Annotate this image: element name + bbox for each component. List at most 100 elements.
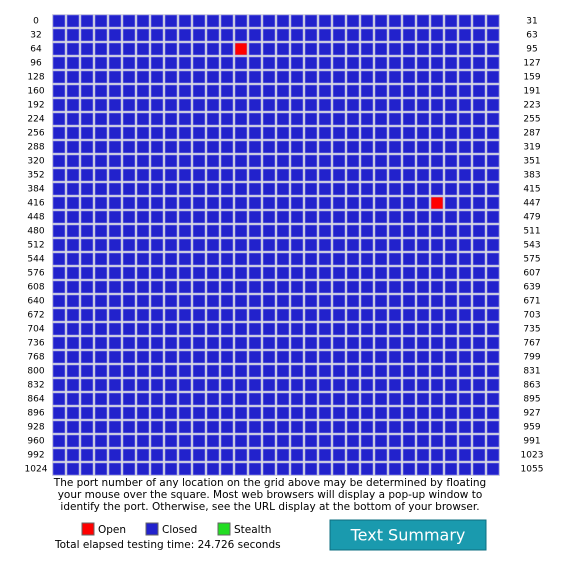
port-closed: [388, 420, 402, 434]
port-closed: [80, 168, 94, 182]
port-closed: [234, 84, 248, 98]
port-closed: [346, 84, 360, 98]
port-closed: [164, 266, 178, 280]
port-closed: [276, 210, 290, 224]
port-closed: [52, 98, 66, 112]
port-closed: [290, 266, 304, 280]
port-closed: [360, 56, 374, 70]
port-closed: [318, 252, 332, 266]
port-closed: [248, 168, 262, 182]
port-closed: [122, 140, 136, 154]
port-closed: [178, 126, 192, 140]
port-closed: [108, 112, 122, 126]
port-closed: [262, 350, 276, 364]
port-closed: [388, 84, 402, 98]
port-closed: [318, 364, 332, 378]
port-closed: [472, 84, 486, 98]
port-closed: [220, 14, 234, 28]
port-closed: [108, 42, 122, 56]
port-closed: [94, 182, 108, 196]
port-closed: [108, 336, 122, 350]
port-closed: [122, 266, 136, 280]
port-closed: [52, 56, 66, 70]
port-closed: [402, 196, 416, 210]
port-closed: [374, 448, 388, 462]
port-closed: [472, 140, 486, 154]
port-closed: [108, 154, 122, 168]
port-closed: [346, 56, 360, 70]
port-closed: [248, 308, 262, 322]
button-label[interactable]: Text Summary: [350, 526, 466, 545]
port-closed: [108, 224, 122, 238]
port-closed: [192, 70, 206, 84]
legend-label: Open: [98, 524, 126, 536]
row-start-label: 832: [27, 381, 44, 391]
port-closed: [276, 112, 290, 126]
text-summary-button[interactable]: Text Summary: [329, 519, 487, 551]
port-closed: [178, 280, 192, 294]
port-closed: [108, 420, 122, 434]
port-closed: [206, 168, 220, 182]
port-closed: [262, 98, 276, 112]
port-closed: [136, 140, 150, 154]
port-closed: [276, 126, 290, 140]
port-closed: [290, 154, 304, 168]
port-closed: [80, 70, 94, 84]
port-closed: [262, 14, 276, 28]
port-closed: [332, 98, 346, 112]
port-closed: [318, 168, 332, 182]
port-closed: [388, 308, 402, 322]
port-closed: [108, 392, 122, 406]
port-closed: [402, 140, 416, 154]
port-closed: [444, 434, 458, 448]
port-closed: [248, 294, 262, 308]
port-closed: [80, 364, 94, 378]
port-closed: [206, 238, 220, 252]
port-closed: [164, 294, 178, 308]
elapsed-time: Total elapsed testing time: 24.726 secon…: [54, 539, 281, 551]
port-closed: [332, 294, 346, 308]
port-closed: [276, 448, 290, 462]
port-closed: [136, 406, 150, 420]
port-closed: [248, 322, 262, 336]
port-closed: [122, 280, 136, 294]
port-closed: [206, 196, 220, 210]
port-closed: [430, 322, 444, 336]
port-closed: [346, 322, 360, 336]
port-closed: [164, 392, 178, 406]
port-closed: [486, 140, 500, 154]
port-closed: [94, 112, 108, 126]
port-closed: [304, 308, 318, 322]
port-closed: [206, 448, 220, 462]
port-closed: [486, 56, 500, 70]
port-closed: [360, 98, 374, 112]
port-closed: [402, 350, 416, 364]
port-closed: [94, 238, 108, 252]
port-closed: [80, 336, 94, 350]
port-closed: [206, 294, 220, 308]
port-closed: [402, 56, 416, 70]
port-closed: [262, 252, 276, 266]
port-closed: [304, 448, 318, 462]
port-closed: [52, 294, 66, 308]
port-closed: [430, 168, 444, 182]
port-closed: [486, 322, 500, 336]
port-closed: [444, 336, 458, 350]
port-closed: [416, 266, 430, 280]
button-bg[interactable]: [329, 519, 487, 551]
port-closed: [430, 126, 444, 140]
port-closed: [220, 238, 234, 252]
port-closed: [80, 462, 94, 476]
port-closed: [136, 168, 150, 182]
port-closed: [346, 462, 360, 476]
port-closed: [332, 126, 346, 140]
port-closed: [80, 322, 94, 336]
port-closed: [136, 126, 150, 140]
port-closed: [122, 350, 136, 364]
row-end-label: 927: [523, 409, 540, 419]
port-closed: [248, 406, 262, 420]
port-closed: [472, 392, 486, 406]
port-closed: [360, 154, 374, 168]
port-closed: [164, 14, 178, 28]
